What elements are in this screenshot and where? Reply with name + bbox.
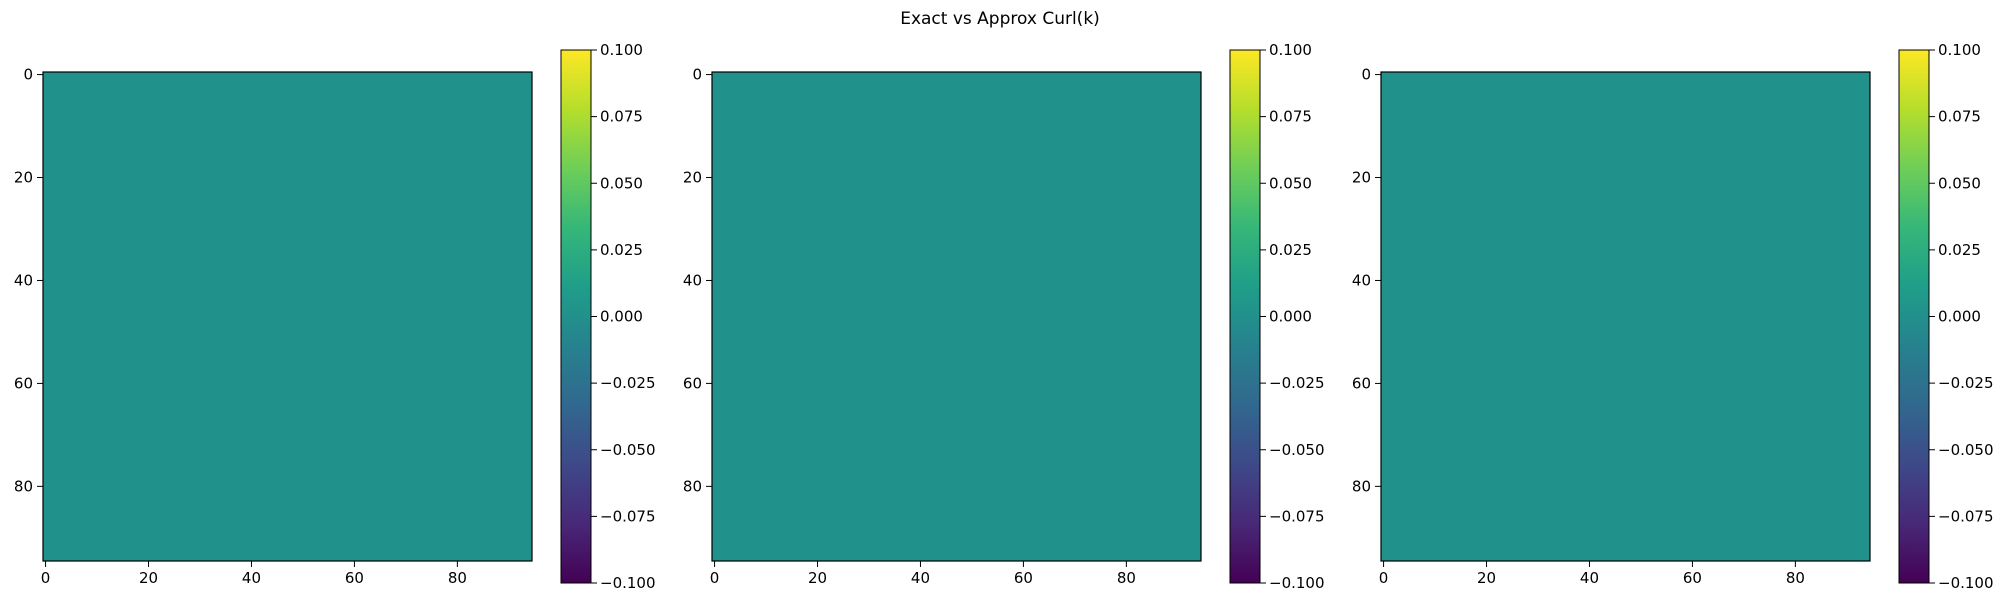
heatmap-image [43,72,532,561]
colorbar-tick-label: 0.075 [1938,108,1981,126]
x-tick-label: 40 [242,569,261,587]
colorbar-tick-label: 0.000 [600,308,643,326]
colorbar: 0.100 0.075 0.050 0.025 0.000 −0.025 −0.050 −0.… [1898,41,1994,592]
x-tick-label: 40 [911,569,930,587]
y-tick-label: 0 [1361,66,1371,84]
colorbar-tick-label: −0.075 [600,507,656,525]
heatmap-panel-2: 0 20 40 60 800204060800.1000.0750.0500.0250.… [683,41,1325,592]
colorbar-tick-label: −0.025 [600,374,656,392]
x-tick-label: 80 [448,569,467,587]
colorbar-tick-label: −0.100 [1269,574,1325,592]
colorbar-tick-label: −0.050 [1938,441,1994,459]
x-tick-label: 0 [710,569,720,587]
colorbar-tick-label: 0.100 [600,41,643,59]
colorbar-tick-label: 0.075 [600,108,643,126]
colorbar-gradient [1230,50,1260,583]
axes-frame [1380,71,1871,562]
colorbar-tick-label: −0.075 [1269,507,1325,525]
y-tick-label: 40 [1352,271,1371,289]
colorbar-tick-label: 0.000 [1269,308,1312,326]
colorbar-tick-label: −0.100 [600,574,656,592]
colorbar-tick-label: −0.050 [1269,441,1325,459]
axes-frame [42,71,533,562]
colorbar-tick-label: 0.050 [600,174,643,192]
colorbar-tick-label: −0.025 [1269,374,1325,392]
y-tick-label: 40 [683,271,702,289]
y-tick-label: 60 [683,374,702,392]
x-tick-label: 60 [345,569,364,587]
x-tick-label: 20 [1477,569,1496,587]
colorbar-tick-label: −0.025 [1938,374,1994,392]
y-tick-label: 0 [23,66,33,84]
colorbar-tick-label: 0.100 [1938,41,1981,59]
colorbar-tick-label: 0.025 [1269,241,1312,259]
heatmap-panel-3: 0 20 40 60 800204060800.1000.0750.0500.0250.… [1352,41,1994,592]
colorbar-tick-label: 0.025 [600,241,643,259]
colorbar-gradient [561,50,591,583]
y-tick-label: 80 [1352,477,1371,495]
x-tick-label: 20 [139,569,158,587]
colorbar-tick-label: 0.075 [1269,108,1312,126]
x-tick-label: 40 [1580,569,1599,587]
y-tick-label: 20 [14,169,33,187]
colorbar: 0.100 0.075 0.050 0.025 0.000 −0.025 −0.050 −0.… [1229,41,1325,592]
x-tick-label: 60 [1683,569,1702,587]
x-tick-label: 80 [1786,569,1805,587]
colorbar-tick-label: −0.075 [1938,507,1994,525]
heatmap-image [1381,72,1870,561]
x-tick-label: 20 [808,569,827,587]
y-tick-label: 0 [692,66,702,84]
x-tick-label: 0 [1379,569,1389,587]
y-tick-label: 80 [14,477,33,495]
colorbar-gradient [1899,50,1929,583]
x-tick-label: 60 [1014,569,1033,587]
x-tick-label: 0 [41,569,51,587]
heatmap-image [712,72,1201,561]
x-tick-label: 80 [1117,569,1136,587]
colorbar: 0.100 0.075 0.050 0.025 0.000 −0.025 −0.050 −0.… [560,41,656,592]
y-tick-label: 60 [1352,374,1371,392]
heatmap-panel-1: 0 20 40 60 800204060800.1000.0750.0500.0250.… [14,41,656,592]
colorbar-tick-label: 0.025 [1938,241,1981,259]
y-tick-label: 20 [1352,169,1371,187]
axes-frame [711,71,1202,562]
colorbar-tick-label: 0.050 [1269,174,1312,192]
figure-title: Exact vs Approx Curl(k) [900,9,1100,29]
colorbar-tick-label: 0.100 [1269,41,1312,59]
colorbar-tick-label: −0.100 [1938,574,1994,592]
y-tick-label: 20 [683,169,702,187]
colorbar-tick-label: 0.000 [1938,308,1981,326]
y-tick-label: 80 [683,477,702,495]
colorbar-tick-label: −0.050 [600,441,656,459]
colorbar-tick-label: 0.050 [1938,174,1981,192]
y-tick-label: 40 [14,271,33,289]
y-tick-label: 60 [14,374,33,392]
panels: 0 20 40 60 800204060800.1000.0750.0500.0250.… [14,41,1994,592]
